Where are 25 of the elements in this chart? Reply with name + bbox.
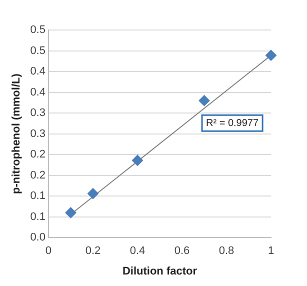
y-tick-label: 0.0: [30, 232, 46, 244]
y-tick-label: 0.4: [30, 86, 46, 98]
annotation: R² = 0.9977: [206, 118, 259, 129]
x-tick-label: 0.4: [130, 245, 146, 258]
y-tick-label: 0.5: [30, 44, 46, 57]
y-tick-label: 0.5: [30, 24, 46, 36]
y-tick-label: 0.3: [30, 128, 46, 140]
x-tick-label: 0.8: [218, 245, 234, 258]
y-tick-label: 0.2: [30, 169, 46, 182]
y-tick-label: 0.1: [30, 210, 46, 223]
y-tick-label: 0.3: [30, 107, 46, 120]
point: [87, 188, 98, 200]
x-tick-label: 0.6: [174, 245, 190, 258]
point: [266, 50, 276, 61]
point: [198, 95, 210, 106]
y-tick-label: 0.2: [30, 148, 46, 161]
y-tick-label: 0.4: [30, 66, 46, 78]
point: [65, 207, 76, 218]
x-axis-title: Dilution factor: [122, 265, 198, 278]
x-tick-label: 0.2: [85, 245, 101, 258]
point: [132, 154, 143, 166]
y-tick-label: 0.1: [30, 190, 46, 202]
y-axis-title: p-nitrophenol (mmol/L): [10, 73, 23, 194]
x-tick-label: 1: [268, 245, 274, 258]
x-tick-label: 0: [45, 245, 52, 258]
